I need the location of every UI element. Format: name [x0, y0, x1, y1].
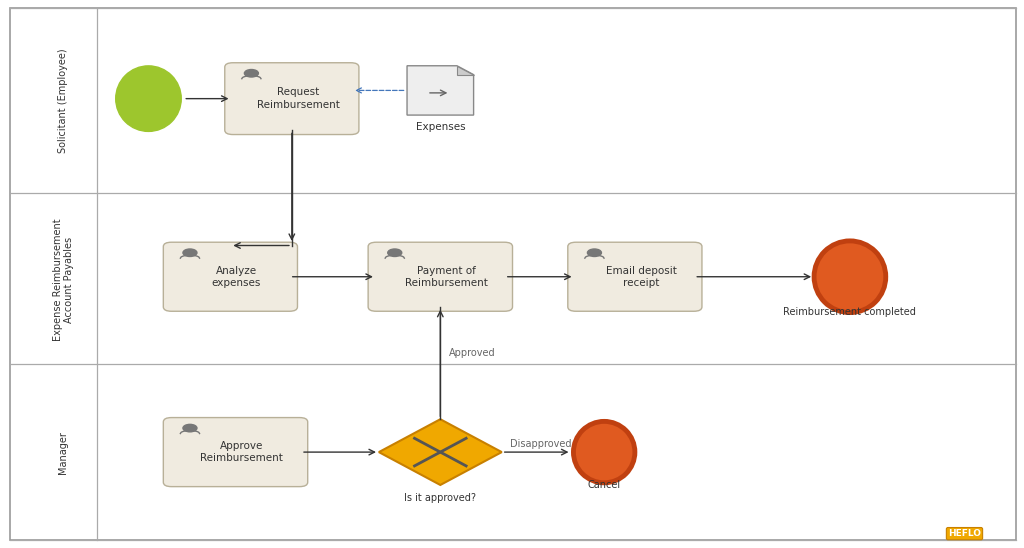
- FancyBboxPatch shape: [164, 418, 307, 487]
- Text: Is it approved?: Is it approved?: [404, 493, 476, 503]
- Circle shape: [183, 249, 197, 256]
- Text: Payment of
Reimbursement: Payment of Reimbursement: [406, 266, 487, 288]
- FancyBboxPatch shape: [567, 242, 702, 311]
- Circle shape: [588, 249, 601, 256]
- Text: Solicitant (Employee): Solicitant (Employee): [58, 49, 69, 153]
- Ellipse shape: [116, 66, 181, 132]
- Circle shape: [183, 424, 197, 432]
- Polygon shape: [379, 419, 502, 485]
- Polygon shape: [457, 66, 473, 75]
- Text: Approved: Approved: [449, 349, 496, 358]
- Circle shape: [245, 70, 258, 77]
- Text: Email deposit
receipt: Email deposit receipt: [605, 266, 677, 288]
- Text: Manager: Manager: [58, 431, 69, 473]
- Text: Cancel: Cancel: [588, 480, 621, 489]
- FancyBboxPatch shape: [369, 242, 512, 311]
- Text: HEFLO: HEFLO: [948, 529, 981, 538]
- Ellipse shape: [573, 421, 635, 483]
- Ellipse shape: [814, 241, 886, 312]
- Text: Expenses: Expenses: [416, 122, 465, 132]
- Text: Expense Reimbursement
Account Payables: Expense Reimbursement Account Payables: [52, 218, 75, 341]
- Text: Reimbursement completed: Reimbursement completed: [783, 307, 916, 317]
- FancyBboxPatch shape: [164, 242, 297, 311]
- Circle shape: [388, 249, 401, 256]
- Text: Analyze
expenses: Analyze expenses: [212, 266, 261, 288]
- Polygon shape: [407, 66, 473, 115]
- FancyBboxPatch shape: [224, 63, 358, 135]
- Text: Request
Reimbursement: Request Reimbursement: [257, 88, 339, 110]
- Text: Disapproved: Disapproved: [510, 439, 571, 449]
- Text: Approve
Reimbursement: Approve Reimbursement: [201, 441, 283, 463]
